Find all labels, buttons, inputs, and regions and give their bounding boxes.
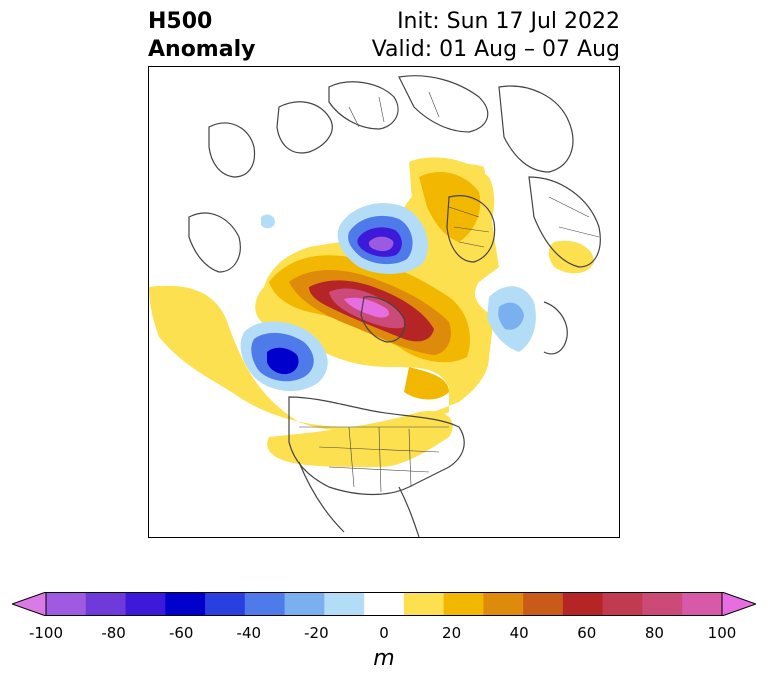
anomaly-shading	[149, 157, 594, 467]
colorbar-swatch	[46, 592, 87, 616]
coastlines	[188, 75, 601, 537]
colorbar	[12, 592, 756, 616]
init-date: Init: Sun 17 Jul 2022	[397, 9, 620, 34]
colorbar-swatch	[523, 592, 564, 616]
colorbar-swatch	[364, 592, 405, 616]
colorbar-swatch	[205, 592, 246, 616]
colorbar-tick-label: 100	[707, 624, 737, 642]
colorbar-swatch	[443, 592, 484, 616]
colorbar-tick-label: -40	[236, 624, 262, 642]
colorbar-swatch	[85, 592, 127, 616]
colorbar-tick-label: -100	[28, 624, 64, 642]
colorbar-swatch	[682, 592, 723, 616]
colorbar-outline	[45, 592, 723, 616]
colorbar-tick-label: 20	[442, 624, 462, 642]
colorbar-extend-min	[12, 592, 47, 616]
colorbar-swatch	[284, 592, 325, 616]
valid-range: Valid: 01 Aug – 07 Aug	[371, 37, 620, 62]
title-line-1: H500	[148, 9, 213, 34]
colorbar-extend-max	[721, 592, 756, 616]
colorbar-tick-label: -60	[168, 624, 194, 642]
colorbar-swatch	[324, 592, 365, 616]
political-borders	[299, 91, 600, 493]
colorbar-tick-label: 80	[644, 624, 664, 642]
title-line-2: Anomaly	[148, 37, 256, 62]
colorbar-tick-label: -20	[304, 624, 329, 642]
map-svg	[149, 75, 601, 537]
date-info: Init: Sun 17 Jul 2022 Valid: 01 Aug – 07…	[372, 8, 620, 64]
chart-title: H500 Anomaly	[148, 8, 255, 64]
colorbar-swatch	[483, 592, 524, 616]
colorbar-tick-label: 60	[577, 624, 597, 642]
colorbar-swatch	[165, 592, 206, 616]
colorbar-swatch	[403, 592, 445, 616]
colorbar-tick-label: 0	[379, 624, 389, 642]
colorbar-tick-label: -80	[101, 624, 126, 642]
colorbar-swatch	[562, 592, 604, 616]
units-label: m	[373, 646, 395, 671]
anomaly-map	[148, 66, 620, 538]
colorbar-swatch	[602, 592, 643, 616]
colorbar-swatch	[642, 592, 683, 616]
colorbar-tick-label: 40	[509, 624, 529, 642]
colorbar-swatch	[244, 592, 286, 616]
colorbar-swatch	[125, 592, 166, 616]
